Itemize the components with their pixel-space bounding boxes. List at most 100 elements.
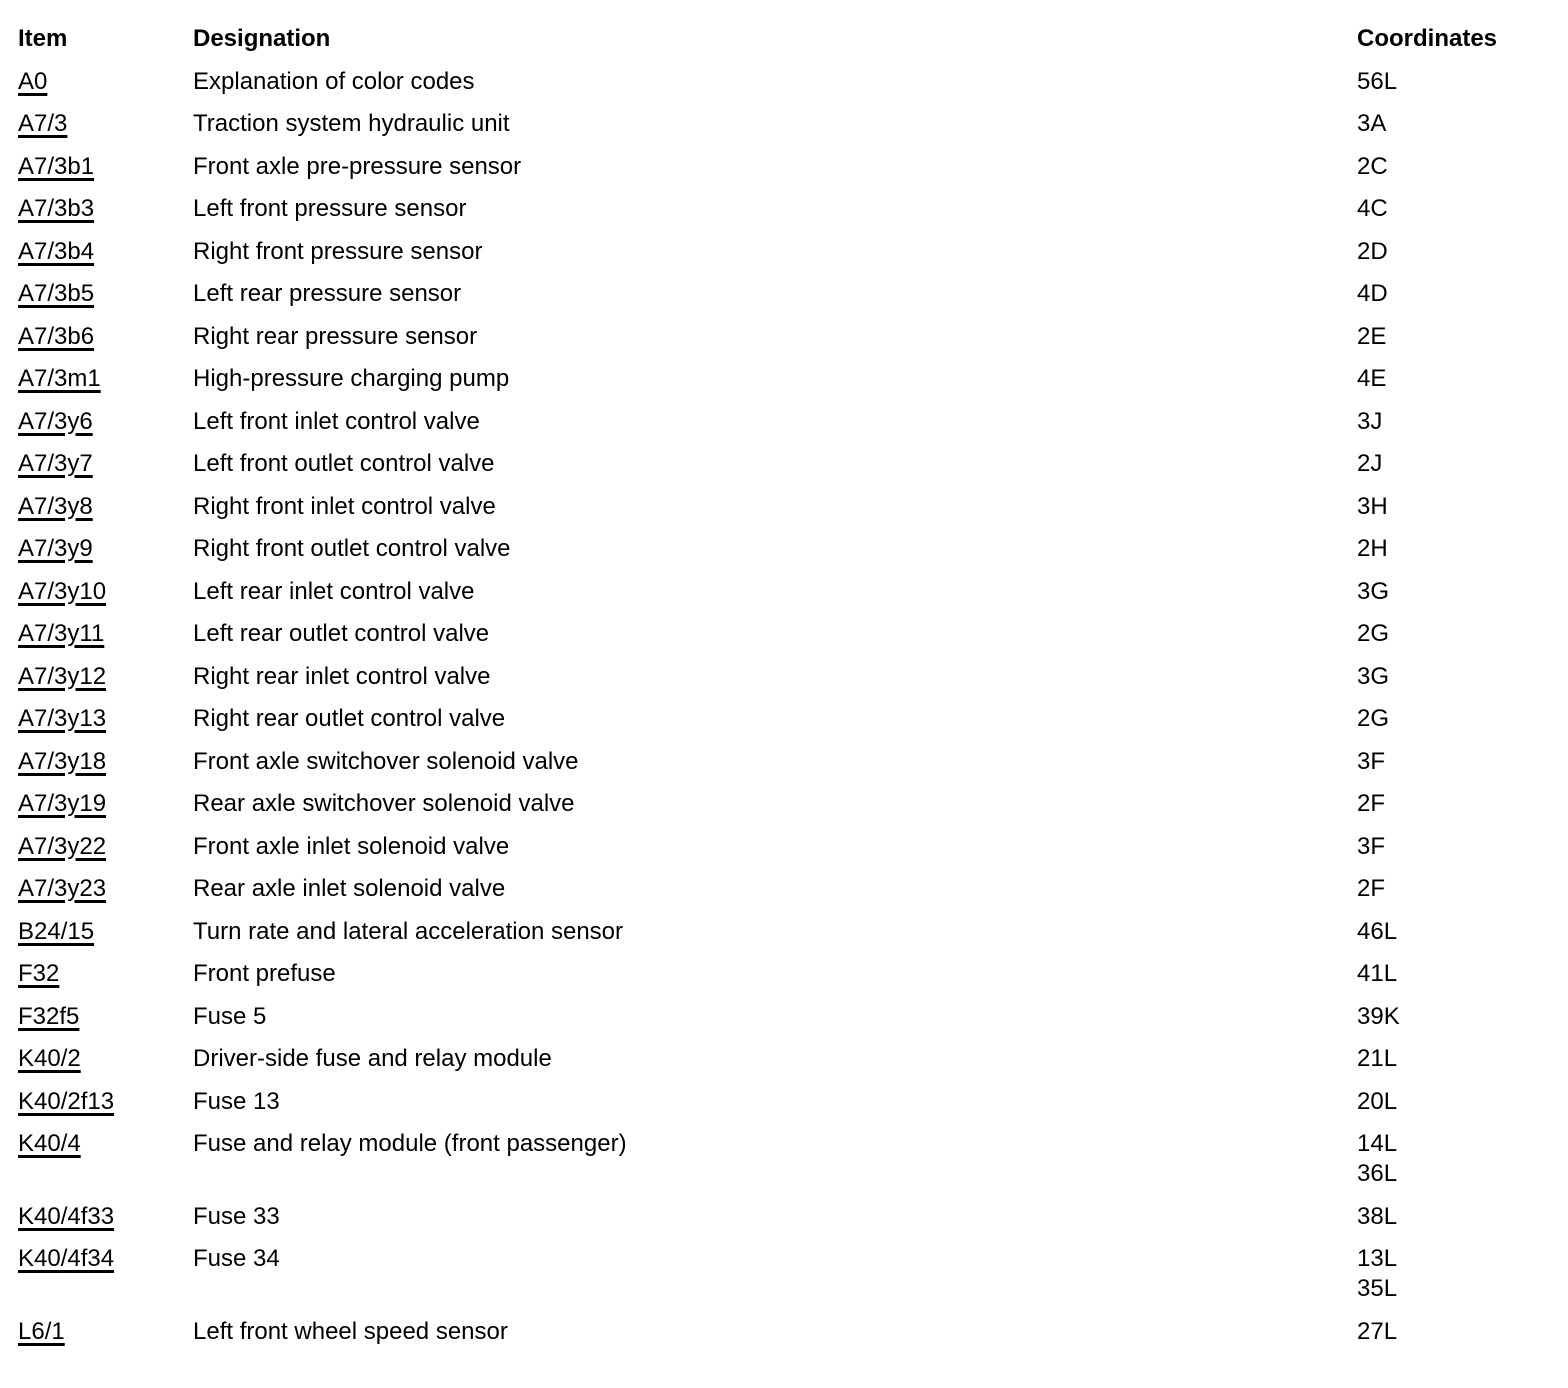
item-cell: A7/3y12 [18,662,193,692]
table-row: B24/15 Turn rate and lateral acceleratio… [18,917,1568,947]
coordinates-cell: 2G [1357,704,1568,734]
coordinate-text: 39K [1357,1002,1400,1030]
designation-text: Left rear inlet control valve [193,577,475,605]
item-link[interactable]: A7/3b1 [18,152,95,180]
designation-text: Right rear pressure sensor [193,322,478,350]
item-link[interactable]: A7/3y8 [18,492,93,520]
table-row: A7/3y22 Front axle inlet solenoid valve … [18,832,1568,862]
item-link[interactable]: A7/3y6 [18,407,93,435]
table-row: F32 Front prefuse 41L [18,959,1568,989]
coordinate-text: 4C [1357,195,1388,222]
item-link[interactable]: A7/3m1 [18,365,101,392]
table-row: K40/4 Fuse and relay module (front passe… [18,1129,1568,1189]
coordinate-text: 2E [1357,322,1387,350]
coordinate-text: 36L [1357,1160,1398,1187]
coordinates-cell: 39K [1357,1002,1568,1032]
item-link[interactable]: A7/3y13 [18,705,107,732]
coordinate-text: 3H [1357,492,1388,520]
item-link[interactable]: B24/15 [18,917,95,945]
coordinate-text: 4D [1357,280,1388,307]
coordinate-text: 2C [1357,152,1388,180]
item-cell: K40/2 [18,1044,193,1074]
item-link[interactable]: K40/4f33 [18,1202,115,1230]
item-link[interactable]: F32f5 [18,1002,80,1030]
designation-text: Fuse 34 [193,1245,280,1272]
table-row: A7/3 Traction system hydraulic unit 3A [18,109,1568,139]
table-row: A7/3y18 Front axle switchover solenoid v… [18,747,1568,777]
coordinates-cell: 4C [1357,194,1568,224]
item-link[interactable]: A7/3y23 [18,875,107,902]
coordinate-text: 2D [1357,237,1388,265]
coordinate-text: 21L [1357,1045,1398,1072]
coordinates-cell: 21L [1357,1044,1568,1074]
coordinate-text: 56L [1357,67,1398,95]
item-link[interactable]: A7/3y12 [18,662,107,690]
coordinate-text: 3G [1357,662,1390,690]
table-row: A7/3y7 Left front outlet control valve 2… [18,449,1568,479]
coordinates-cell: 27L [1357,1317,1568,1347]
table-row: A7/3b4 Right front pressure sensor 2D [18,237,1568,267]
table-row: A7/3b1 Front axle pre-pressure sensor 2C [18,152,1568,182]
coordinates-cell: 2G [1357,619,1568,649]
coordinate-text: 4E [1357,365,1387,392]
designation-text: Left rear outlet control valve [193,620,490,647]
item-cell: A7/3b1 [18,152,193,182]
coordinate-text: 13L [1357,1245,1398,1272]
item-cell: A7/3m1 [18,364,193,394]
coordinates-cell: 2F [1357,789,1568,819]
item-link[interactable]: A7/3y7 [18,450,93,477]
item-cell: B24/15 [18,917,193,947]
table-row: A7/3y8 Right front inlet control valve 3… [18,492,1568,522]
coordinate-text: 2G [1357,620,1390,647]
designation-text: Explanation of color codes [193,67,475,95]
item-link[interactable]: A7/3b3 [18,195,95,222]
item-link[interactable]: F32 [18,960,60,987]
item-link[interactable]: A7/3b4 [18,237,95,265]
item-link[interactable]: K40/2f13 [18,1087,115,1115]
coordinate-text: 3G [1357,577,1390,605]
item-link[interactable]: A7/3y10 [18,577,107,605]
item-link[interactable]: A7/3y11 [18,620,105,647]
coordinate-text: 38L [1357,1202,1398,1230]
item-link[interactable]: A7/3b5 [18,280,95,307]
coordinates-cell: 4E [1357,364,1568,394]
item-link[interactable]: A7/3y9 [18,535,93,562]
coordinate-text: 3F [1357,832,1386,860]
item-link[interactable]: K40/4f34 [18,1245,115,1272]
coordinates-cell: 56L [1357,67,1568,97]
item-link[interactable]: A7/3b6 [18,322,95,350]
item-cell: A7/3b4 [18,237,193,267]
item-link[interactable]: A7/3y19 [18,790,107,817]
designation-text: Right rear inlet control valve [193,662,491,690]
coordinates-cell: 13L 35L [1357,1244,1568,1304]
item-cell: K40/4f34 [18,1244,193,1274]
item-link[interactable]: A0 [18,67,48,95]
coordinates-cell: 3F [1357,832,1568,862]
item-link[interactable]: K40/2 [18,1045,81,1072]
item-cell: A7/3y9 [18,534,193,564]
coordinates-cell: 2E [1357,322,1568,352]
coordinates-cell: 38L [1357,1202,1568,1232]
table-row: A7/3b3 Left front pressure sensor 4C [18,194,1568,224]
designation-text: Left rear pressure sensor [193,280,462,307]
item-cell: A7/3y23 [18,874,193,904]
item-link[interactable]: A7/3y18 [18,747,107,775]
item-link[interactable]: A7/3y22 [18,832,107,860]
table-row: A7/3y23 Rear axle inlet solenoid valve 2… [18,874,1568,904]
coordinate-text: 27L [1357,1317,1398,1345]
coordinates-cell: 3G [1357,662,1568,692]
designation-text: Front axle inlet solenoid valve [193,832,510,860]
coordinates-cell: 2J [1357,449,1568,479]
designation-text: High-pressure charging pump [193,365,510,392]
item-link[interactable]: K40/4 [18,1130,81,1157]
item-link[interactable]: A7/3 [18,110,68,137]
designation-text: Front prefuse [193,960,336,987]
item-link[interactable]: L6/1 [18,1317,65,1345]
coordinate-text: 2H [1357,535,1388,562]
column-header-designation: Designation [193,25,331,52]
designation-text: Front axle switchover solenoid valve [193,747,579,775]
item-cell: A7/3 [18,109,193,139]
table-row: A7/3y10 Left rear inlet control valve 3G [18,577,1568,607]
coordinate-text: 41L [1357,960,1398,987]
designation-text: Fuse 33 [193,1202,280,1230]
